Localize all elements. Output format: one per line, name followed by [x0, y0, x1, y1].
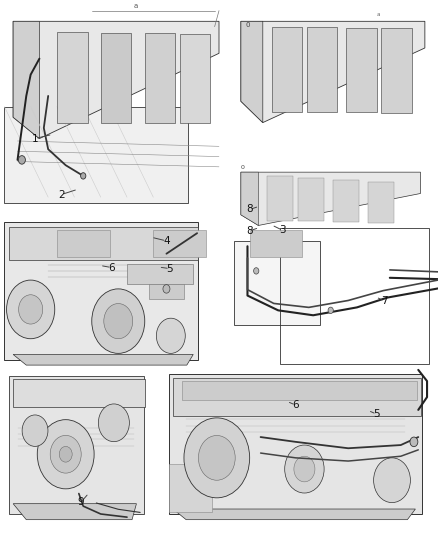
Text: 6: 6: [292, 400, 299, 410]
Text: 5: 5: [166, 264, 173, 273]
Text: 5: 5: [373, 409, 380, 419]
Circle shape: [104, 304, 133, 339]
Bar: [169, 464, 212, 512]
Circle shape: [92, 289, 145, 353]
Text: 7: 7: [381, 296, 388, 306]
Circle shape: [99, 404, 129, 442]
Bar: [250, 230, 302, 257]
Text: a: a: [134, 3, 138, 9]
Polygon shape: [346, 28, 377, 112]
Bar: [173, 378, 421, 416]
Text: 9: 9: [78, 497, 85, 507]
Text: 1: 1: [32, 134, 39, 143]
Circle shape: [254, 268, 259, 274]
Polygon shape: [333, 180, 359, 222]
Text: 3: 3: [279, 225, 286, 235]
Polygon shape: [13, 354, 193, 365]
Polygon shape: [241, 21, 425, 123]
Polygon shape: [57, 32, 88, 123]
Bar: [234, 241, 320, 325]
Polygon shape: [101, 33, 131, 123]
Bar: [127, 264, 193, 285]
Circle shape: [18, 156, 25, 164]
Polygon shape: [298, 178, 324, 221]
Circle shape: [198, 435, 235, 480]
Circle shape: [184, 418, 250, 498]
Circle shape: [156, 318, 185, 353]
Text: 8: 8: [246, 226, 253, 236]
Circle shape: [7, 280, 55, 339]
Circle shape: [18, 295, 42, 324]
Polygon shape: [173, 509, 415, 520]
Circle shape: [163, 285, 170, 293]
Polygon shape: [368, 182, 394, 223]
Polygon shape: [267, 176, 293, 221]
Bar: [4, 222, 198, 360]
Polygon shape: [13, 504, 137, 520]
Polygon shape: [241, 172, 258, 225]
Bar: [182, 381, 417, 400]
Bar: [13, 379, 145, 407]
Circle shape: [285, 445, 324, 493]
Text: 8: 8: [246, 205, 253, 214]
Bar: [280, 228, 429, 364]
Text: 2: 2: [58, 190, 65, 199]
Polygon shape: [13, 21, 219, 139]
Bar: [57, 230, 110, 257]
Polygon shape: [180, 34, 210, 124]
Circle shape: [374, 458, 410, 503]
Text: 0: 0: [241, 165, 245, 171]
Polygon shape: [4, 107, 188, 203]
Polygon shape: [381, 28, 412, 112]
Polygon shape: [241, 172, 420, 225]
Circle shape: [50, 435, 81, 473]
Bar: [153, 230, 206, 257]
Polygon shape: [145, 33, 175, 123]
Text: 6: 6: [108, 263, 115, 272]
Bar: [9, 227, 198, 260]
Bar: [169, 374, 422, 514]
Polygon shape: [241, 21, 263, 123]
Text: 0: 0: [245, 22, 250, 28]
Circle shape: [37, 419, 94, 489]
Text: 4: 4: [163, 236, 170, 246]
Circle shape: [328, 307, 333, 313]
Polygon shape: [272, 27, 302, 112]
Bar: [9, 376, 144, 514]
Circle shape: [81, 173, 86, 179]
Circle shape: [22, 415, 48, 447]
Circle shape: [410, 437, 418, 447]
Circle shape: [294, 456, 315, 482]
Polygon shape: [307, 27, 337, 112]
Circle shape: [59, 447, 72, 462]
Bar: [149, 285, 184, 299]
Text: a: a: [377, 12, 380, 17]
Polygon shape: [13, 21, 39, 139]
